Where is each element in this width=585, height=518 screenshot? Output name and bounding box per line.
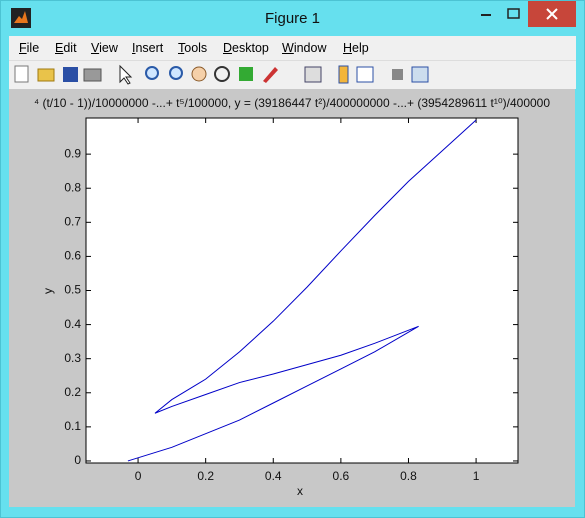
menu-item[interactable]: Window (282, 41, 327, 55)
x-axis-label: x (297, 484, 303, 498)
y-tick-label: 0.1 (64, 419, 81, 433)
x-tick-label: 0 (135, 469, 142, 483)
menu-item[interactable]: Tools (178, 41, 208, 55)
axes-box (85, 117, 519, 464)
x-tick-label: 0.6 (333, 469, 350, 483)
menu-item[interactable]: Edit (55, 41, 77, 55)
save-icon[interactable] (63, 67, 78, 82)
y-tick-label: 0.7 (64, 214, 81, 228)
colorbar-icon[interactable] (338, 65, 349, 84)
print-icon[interactable] (83, 68, 102, 82)
menu-bar: File Edit View Insert Tools Desktop Window Help (9, 36, 576, 60)
figure-area: ⁴ (t/10 - 1))/10000000 -...+ t⁵/100000, … (9, 89, 575, 507)
x-tick-label: 1 (473, 469, 480, 483)
pointer-icon[interactable] (119, 64, 133, 85)
zoom-in-icon[interactable] (145, 66, 159, 80)
menu-item[interactable]: Help (343, 41, 369, 55)
menu-item[interactable]: View (91, 41, 118, 55)
new-icon[interactable] (14, 65, 29, 83)
window-title: Figure 1 (264, 10, 321, 27)
close-button[interactable] (528, 1, 576, 27)
dock-icon[interactable] (411, 66, 429, 83)
y-tick-label: 0.3 (64, 351, 81, 365)
datacursor-icon[interactable] (239, 67, 253, 81)
plot-area (86, 118, 518, 463)
brush-icon[interactable] (263, 67, 278, 83)
y-tick-label: 0.9 (64, 146, 81, 160)
y-axis-label: y (41, 288, 55, 294)
chart: ⁴ (t/10 - 1))/10000000 -...+ t⁵/100000, … (34, 96, 550, 498)
hide-tools-icon[interactable] (392, 69, 403, 80)
x-tick-label: 0.2 (197, 469, 214, 483)
menu-item[interactable]: Insert (132, 41, 164, 55)
y-tick-label: 0.5 (64, 283, 81, 297)
app-icon (11, 8, 31, 28)
y-tick-label: 0 (74, 453, 81, 467)
menu-item[interactable]: File (19, 41, 40, 55)
pan-icon[interactable] (191, 66, 207, 82)
y-tick-label: 0.4 (64, 317, 81, 331)
rotate-icon[interactable] (214, 66, 230, 82)
open-icon[interactable] (37, 68, 55, 82)
maximize-button[interactable] (499, 1, 529, 27)
chart-title: ⁴ (t/10 - 1))/10000000 -...+ t⁵/100000, … (34, 96, 550, 110)
x-tick-label: 0.8 (400, 469, 417, 483)
y-tick-label: 0.6 (64, 249, 81, 263)
toolbar-icons (14, 64, 429, 85)
y-tick-label: 0.8 (64, 180, 81, 194)
y-tick-label: 0.2 (64, 385, 81, 399)
legend-icon[interactable] (356, 66, 374, 83)
zoom-out-icon[interactable] (169, 66, 183, 80)
menu-item[interactable]: Desktop (223, 41, 269, 55)
toolbar (9, 60, 576, 89)
minimize-button[interactable] (471, 1, 501, 27)
x-tick-label: 0.4 (265, 469, 282, 483)
data-line (127, 119, 477, 462)
link-icon[interactable] (304, 66, 322, 83)
